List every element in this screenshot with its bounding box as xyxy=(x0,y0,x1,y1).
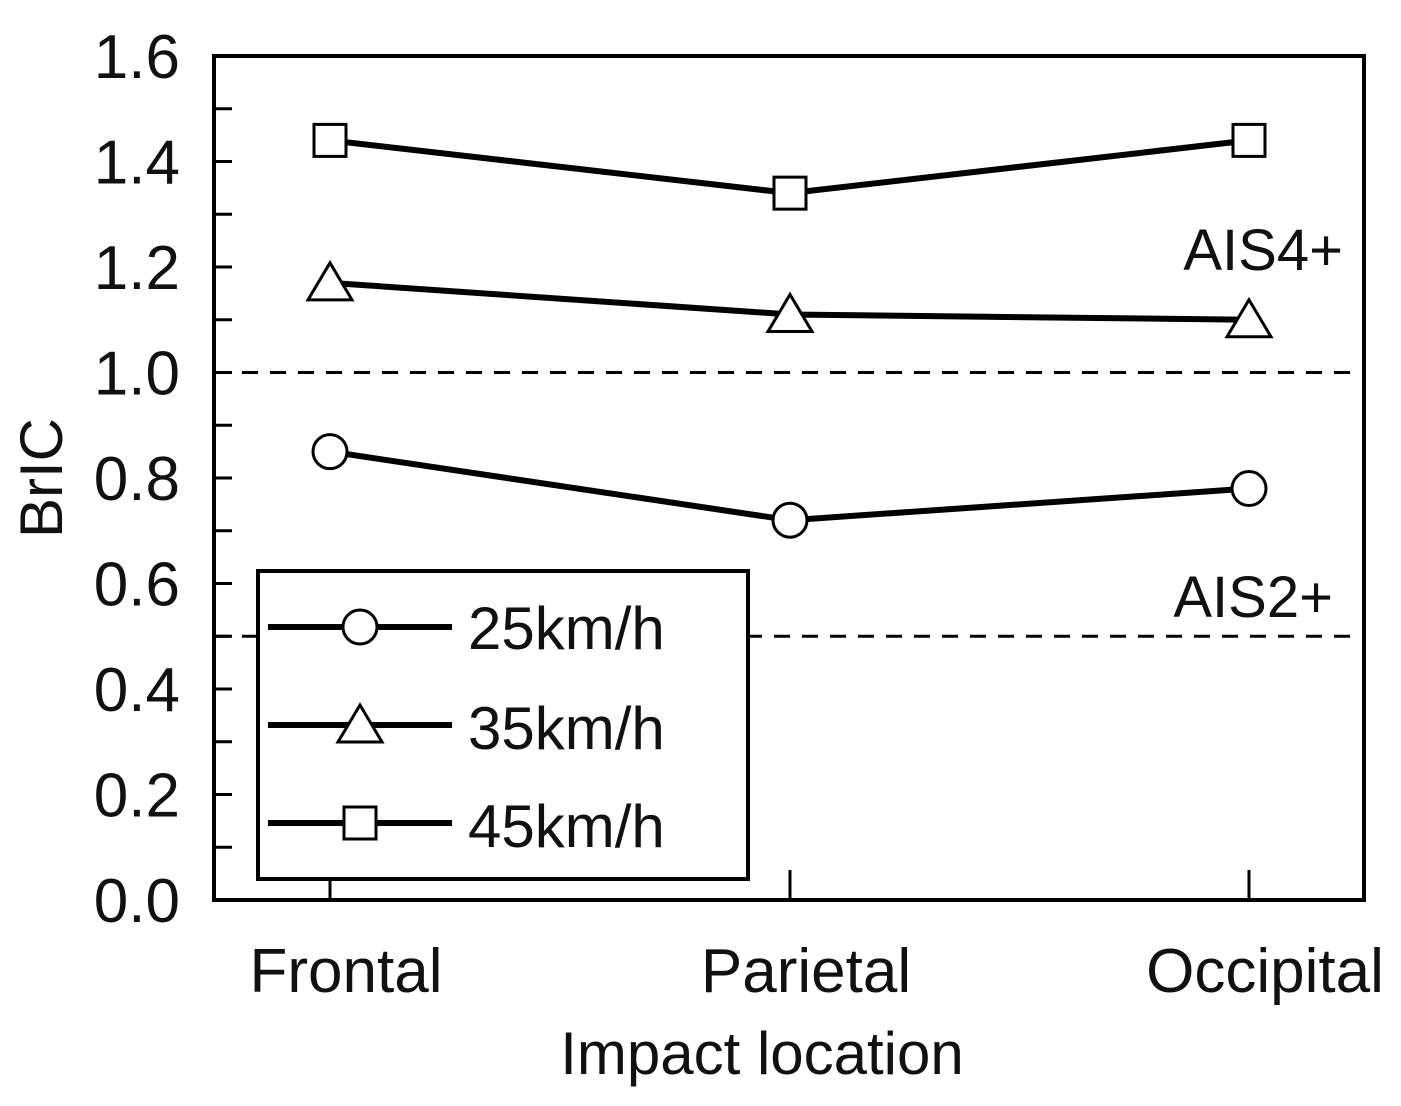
data-point-triangle xyxy=(1224,296,1274,339)
legend-marker-circle xyxy=(341,608,379,646)
x-category-label: Occipital xyxy=(1146,937,1384,1006)
y-tick-label: 1.0 xyxy=(94,340,180,409)
y-tick-label: 0.6 xyxy=(94,551,180,620)
x-category-label: Parietal xyxy=(701,937,911,1006)
data-point-circle xyxy=(311,433,349,471)
data-point-triangle xyxy=(765,291,815,333)
legend-label-45: 45km/h xyxy=(468,793,665,860)
y-tick-label: 1.4 xyxy=(94,129,180,198)
y-tick-label: 1.2 xyxy=(94,234,180,303)
data-point-square xyxy=(312,122,348,158)
data-point-circle xyxy=(1230,470,1268,508)
data-point-circle xyxy=(771,501,809,539)
data-point-square xyxy=(772,175,808,211)
y-tick-label: 0.8 xyxy=(94,445,180,514)
y-tick-label: 0.2 xyxy=(94,762,180,831)
y-axis: 0.0 0.2 0.4 0.6 0.8 1.0 1.2 1.4 1.6 xyxy=(94,23,232,936)
legend-marker-triangle xyxy=(335,702,385,744)
y-tick-label: 1.6 xyxy=(94,23,180,92)
legend: 25km/h 35km/h 45km/h xyxy=(256,569,750,881)
x-axis-title: Impact location xyxy=(560,1020,964,1087)
y-axis-title: BrIC xyxy=(8,418,75,538)
x-category-label: Frontal xyxy=(250,937,443,1006)
legend-marker-square xyxy=(342,805,378,841)
threshold-label-ais4: AIS4+ xyxy=(1183,218,1343,283)
threshold-lines xyxy=(214,371,1364,638)
legend-label-25: 25km/h xyxy=(468,595,665,662)
data-point-square xyxy=(1231,122,1267,158)
y-tick-label: 0.4 xyxy=(94,656,180,725)
data-point-triangle xyxy=(305,259,355,302)
x-axis: Frontal Parietal Occipital xyxy=(250,870,1384,1006)
threshold-label-ais2: AIS2+ xyxy=(1173,565,1333,630)
series-layer xyxy=(305,122,1274,539)
legend-label-35: 35km/h xyxy=(468,695,665,762)
y-tick-label: 0.0 xyxy=(94,867,180,936)
